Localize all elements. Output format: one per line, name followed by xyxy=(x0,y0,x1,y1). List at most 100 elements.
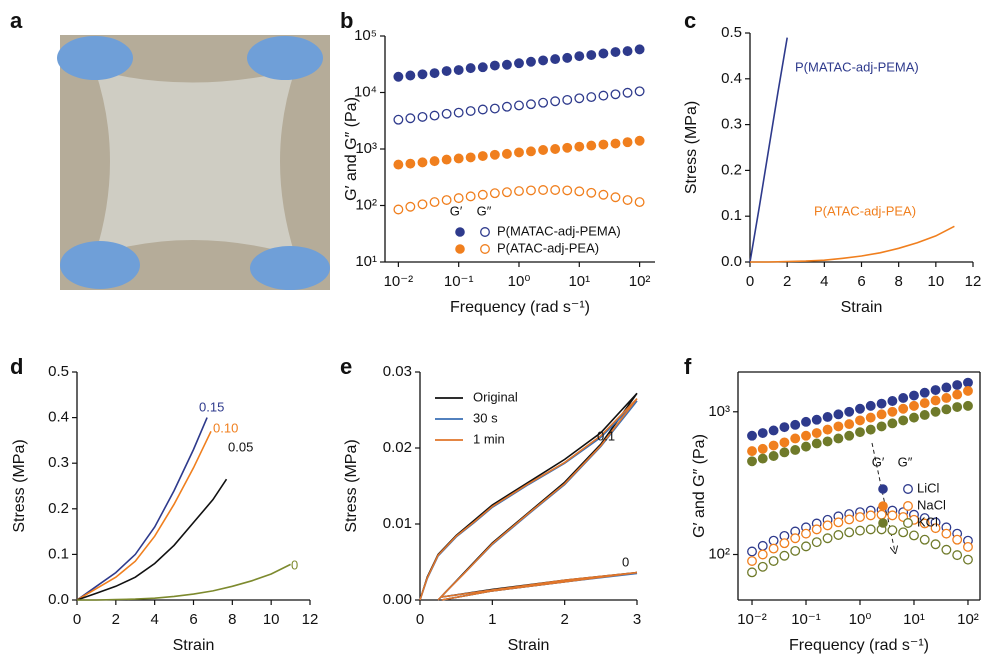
loss-modulus-point xyxy=(909,530,919,541)
storage-modulus-point xyxy=(598,139,609,150)
storage-modulus-point xyxy=(919,387,930,398)
storage-modulus-point xyxy=(586,140,597,151)
x-tick-label: 6 xyxy=(857,273,865,290)
x-tick-label: 4 xyxy=(820,273,828,290)
x-tick-label: 10¹ xyxy=(568,273,590,290)
loss-modulus-point xyxy=(550,185,561,195)
storage-modulus-point xyxy=(887,406,898,417)
loss-modulus-point xyxy=(757,549,768,560)
storage-modulus-point xyxy=(844,406,855,417)
storage-modulus-point xyxy=(844,430,855,441)
panel-label: c xyxy=(684,8,696,33)
storage-modulus-point xyxy=(779,422,790,433)
loss-modulus-point xyxy=(405,201,416,212)
loss-modulus-point xyxy=(930,539,941,550)
loss-modulus-point xyxy=(865,510,876,521)
y-tick-label: 0.1 xyxy=(721,207,742,224)
storage-modulus-point xyxy=(952,389,963,400)
storage-modulus-point xyxy=(477,62,488,73)
storage-modulus-point xyxy=(811,414,822,425)
storage-modulus-point xyxy=(429,156,440,167)
x-tick-label: 4 xyxy=(150,611,158,628)
storage-modulus-point xyxy=(919,410,930,420)
loss-modulus-point xyxy=(586,92,597,103)
loss-modulus-point xyxy=(952,550,963,561)
storage-modulus-point xyxy=(941,404,952,415)
storage-modulus-point xyxy=(941,382,952,393)
loss-modulus-point xyxy=(574,93,585,104)
storage-modulus-point xyxy=(514,147,524,158)
legend-label: 1 min xyxy=(473,431,505,446)
loss-modulus-point xyxy=(779,538,790,549)
loss-modulus-point xyxy=(453,193,464,204)
loss-modulus-point xyxy=(465,191,476,202)
storage-modulus-point xyxy=(526,56,536,67)
x-tick-label: 10⁻¹ xyxy=(791,611,821,628)
x-tick-label: 2 xyxy=(783,273,791,290)
storage-modulus-point xyxy=(574,51,585,62)
curve xyxy=(76,478,228,601)
x-tick-label: 0 xyxy=(416,611,424,628)
storage-modulus-point xyxy=(393,71,404,82)
storage-modulus-point xyxy=(865,400,876,411)
y-axis-label: Stress (MPa) xyxy=(343,439,360,532)
storage-modulus-point xyxy=(562,142,573,153)
storage-modulus-point xyxy=(453,153,464,164)
storage-modulus-point xyxy=(768,451,779,461)
storage-modulus-point xyxy=(887,396,898,406)
storage-modulus-point xyxy=(417,69,428,80)
x-tick-label: 12 xyxy=(302,611,319,628)
storage-modulus-point xyxy=(489,60,500,71)
storage-modulus-point xyxy=(393,159,404,170)
y-tick-label: 0.00 xyxy=(383,591,412,608)
storage-modulus-point xyxy=(855,403,865,414)
storage-modulus-point xyxy=(477,151,488,162)
loss-modulus-point xyxy=(941,544,952,555)
panel-label: d xyxy=(10,354,23,379)
x-tick-label: 10⁻¹ xyxy=(444,273,474,290)
loss-modulus-point xyxy=(963,554,973,565)
storage-modulus-point xyxy=(790,445,801,455)
storage-modulus-point xyxy=(844,419,855,430)
loss-modulus-point xyxy=(811,524,822,535)
loss-modulus-point xyxy=(898,527,909,538)
loss-modulus-point xyxy=(790,545,801,556)
storage-modulus-point xyxy=(801,416,811,427)
loss-modulus-point xyxy=(779,550,790,561)
x-axis-label: Strain xyxy=(173,637,215,654)
loss-modulus-point xyxy=(526,99,536,110)
storage-modulus-point xyxy=(465,152,476,163)
loss-modulus-point xyxy=(562,185,573,196)
y-tick-label: 0.01 xyxy=(383,515,412,532)
loss-modulus-point xyxy=(429,110,440,121)
y-tick-label: 0.2 xyxy=(721,161,742,178)
annotation: 0.1 xyxy=(597,428,615,443)
loss-modulus-point xyxy=(919,534,930,545)
glove xyxy=(57,36,133,80)
storage-modulus-point xyxy=(538,55,549,66)
loss-modulus-point xyxy=(550,96,561,107)
x-tick-label: 10⁰ xyxy=(849,611,872,628)
storage-modulus-point xyxy=(855,427,865,438)
x-tick-label: 10⁻² xyxy=(737,611,767,628)
loss-modulus-point xyxy=(441,195,452,205)
storage-modulus-point xyxy=(465,63,476,74)
curve-label: P(ATAC-adj-PEA) xyxy=(814,203,916,218)
y-axis-label: Stress (MPa) xyxy=(683,101,700,194)
storage-modulus-point xyxy=(898,393,909,403)
curve xyxy=(77,563,291,601)
loss-modulus-point xyxy=(855,525,865,536)
x-tick-label: 1 xyxy=(488,611,496,628)
storage-modulus-point xyxy=(747,446,757,457)
storage-modulus-point xyxy=(909,412,919,423)
loss-modulus-point xyxy=(417,111,428,122)
loss-modulus-point xyxy=(514,186,524,197)
legend-label: Original xyxy=(473,389,518,404)
storage-modulus-point xyxy=(963,385,973,396)
y-tick-label: 0.02 xyxy=(383,439,412,456)
storage-modulus-point xyxy=(822,436,833,447)
x-axis-label: Frequency (rad s⁻¹) xyxy=(450,299,590,316)
loss-modulus-point xyxy=(634,86,645,97)
annotation: 0 xyxy=(622,554,629,569)
loss-modulus-point xyxy=(887,525,898,536)
